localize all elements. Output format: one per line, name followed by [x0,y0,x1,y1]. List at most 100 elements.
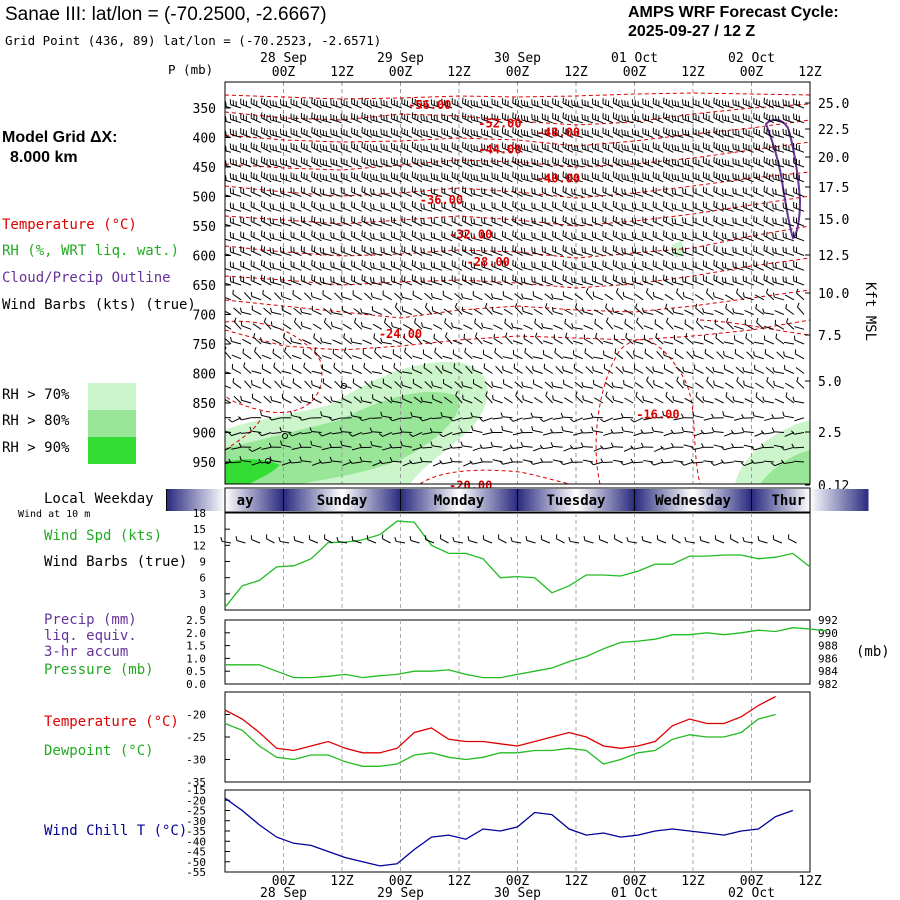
wind-barb [401,142,413,153]
wind-barb [290,187,302,197]
temperature-contour-label: -40.00 [537,171,580,185]
wind-barb [451,127,463,138]
wind-barb [302,348,312,360]
wind-barb [612,200,624,212]
wind-barb [700,429,714,435]
wind-barb [290,246,302,256]
wind-barb [631,217,644,227]
wind-barb [742,201,754,212]
wind-barb [783,341,794,345]
wind-barb [260,141,272,153]
kft-tick-label: 15.0 [818,213,849,228]
windchill-tick: -30 [186,815,206,828]
wind-barb [411,200,423,212]
wind-barb [615,366,624,374]
wind-barb [600,458,614,464]
wind-barb [470,144,483,153]
wind-barb [690,445,704,451]
wind-barb [351,157,362,168]
top-hour-label: 12Z [681,65,705,80]
wind-barb [225,175,232,183]
wind-barb [663,245,674,256]
wind-barb [540,457,553,463]
wind-barb [646,376,654,389]
wind-barb [292,378,302,389]
wind-barb [631,172,644,183]
wind-barb [733,417,744,421]
wind-barb [269,99,282,109]
wind-barb [693,432,704,437]
wind-barb [462,200,473,212]
wind-barb [562,127,574,138]
wind-barb [430,202,443,212]
wind-barb [763,215,775,227]
wind-barb [414,332,423,345]
wind-barb [552,245,563,256]
wind-barb [551,293,563,301]
temperature-contour-label: -32.00 [449,227,492,241]
wind-barb [250,245,262,256]
wind-barb [342,394,352,404]
wind-barb [762,396,774,404]
windchill-tick: -55 [186,866,206,879]
wind-barb [520,247,533,256]
wind-barb [682,292,694,301]
wind-barb [541,231,553,242]
wind-barb [504,318,513,330]
wind-barb [544,293,554,301]
wind-barb [512,112,523,124]
wind-barb [615,288,624,301]
wind-barb [793,187,805,197]
grid-point-label: Grid Point (436, 89) lat/lon = (-70.2523… [5,33,382,48]
wind-barb [290,98,302,109]
wind-barb [520,173,533,183]
wind-barb [772,173,785,183]
wind-barb [441,231,453,242]
wind-barb [714,309,724,315]
wind-barb [703,325,714,330]
surface-wind-barb [626,537,638,544]
windchill-tick: -25 [186,805,206,818]
wind-barb [793,260,805,271]
wind-barb [420,129,433,138]
station-title: Sanae III: lat/lon = (-70.2500, -2.6667) [5,4,327,25]
wind-barb [592,142,604,153]
wind-barb [435,365,443,374]
wind-barb [780,446,795,451]
wind-barb [571,276,583,286]
windchill-line [224,797,794,867]
wind-barb [663,274,674,286]
wind-barb [715,333,724,345]
wind-barb [564,397,574,404]
wind-barb [742,98,754,109]
wind-barb [603,340,614,345]
wind-barb [433,324,443,330]
wind-barb [573,340,583,345]
wind-speed-tick: 18 [193,507,206,520]
wind-barb [682,172,694,183]
wind-barb [763,141,775,153]
cross-section-frame [224,81,811,485]
wind-barb [755,303,765,315]
wind-barb [353,308,363,315]
wind-barb [290,260,302,271]
wind-barb [581,143,594,153]
wind-barb [225,237,232,242]
wind-barb [300,201,312,212]
wind-barb [461,381,473,389]
wind-barb [300,127,312,138]
wind-barb [734,335,744,345]
wind-barb [372,394,383,404]
wind-barb [411,245,423,256]
wind-barb [631,276,644,286]
wind-barb [782,187,795,197]
wind-barb [753,142,765,153]
wind-barb [663,97,674,109]
wind-barb [293,307,302,315]
wind-barb [522,395,533,404]
wind-barb [605,391,614,404]
wind-barb [253,332,262,345]
wind-barb [791,443,805,449]
wind-barb [745,333,755,345]
wind-barb [430,128,443,138]
